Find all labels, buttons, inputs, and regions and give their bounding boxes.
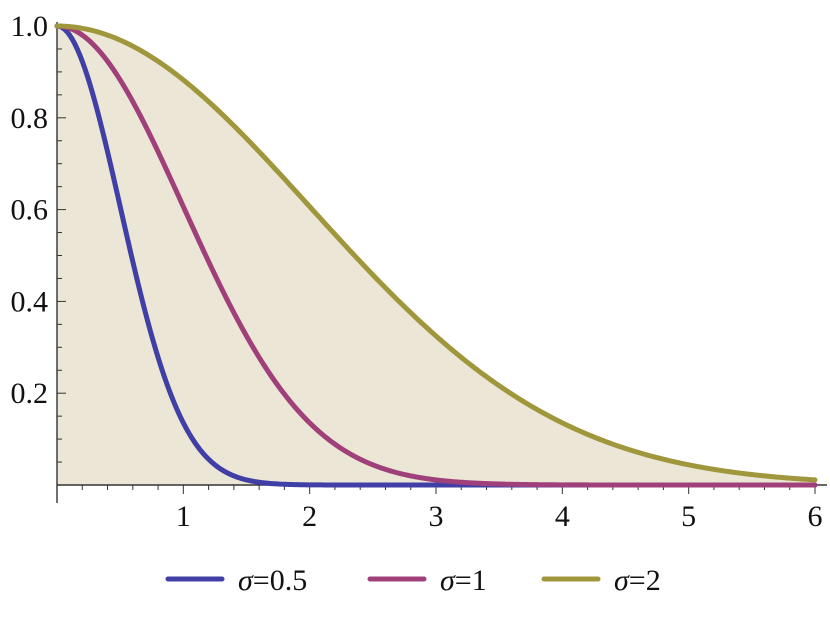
legend-label: σ=2 (614, 564, 661, 597)
series-lines (54, 23, 818, 488)
area-under-sigma-2 (57, 26, 815, 485)
legend-symbol: σ (238, 564, 254, 597)
legend-symbol: σ (614, 564, 630, 597)
legend-symbol: σ (440, 564, 456, 597)
legend-label: σ=0.5 (238, 564, 307, 597)
legend: σ=0.5 σ=1 σ=2 (165, 564, 661, 597)
x-tick-label: 1 (176, 500, 191, 533)
x-tick-label: 2 (302, 500, 317, 533)
legend-item-1: σ=1 (367, 564, 487, 597)
area-fill (57, 26, 815, 485)
y-tick-label: 0.6 (11, 194, 49, 227)
legend-value: =0.5 (253, 564, 307, 597)
tick-labels: 1 2 3 4 5 6 0.2 0.4 0.6 0.8 1.0 (11, 10, 823, 533)
y-tick-label: 0.8 (11, 102, 49, 135)
series-line-1 (54, 23, 818, 488)
y-tick-label: 0.2 (11, 377, 49, 410)
legend-value: =1 (455, 564, 487, 597)
legend-label: σ=1 (440, 564, 487, 597)
legend-value: =2 (629, 564, 661, 597)
x-tick-label: 6 (808, 500, 823, 533)
x-tick-label: 5 (681, 500, 696, 533)
series-line-2 (54, 23, 818, 483)
legend-item-0: σ=0.5 (165, 564, 307, 597)
x-tick-label: 3 (429, 500, 444, 533)
y-tick-label: 1.0 (11, 10, 49, 43)
y-tick-label: 0.4 (11, 285, 49, 318)
legend-item-2: σ=2 (541, 564, 661, 597)
x-tick-label: 4 (555, 500, 570, 533)
